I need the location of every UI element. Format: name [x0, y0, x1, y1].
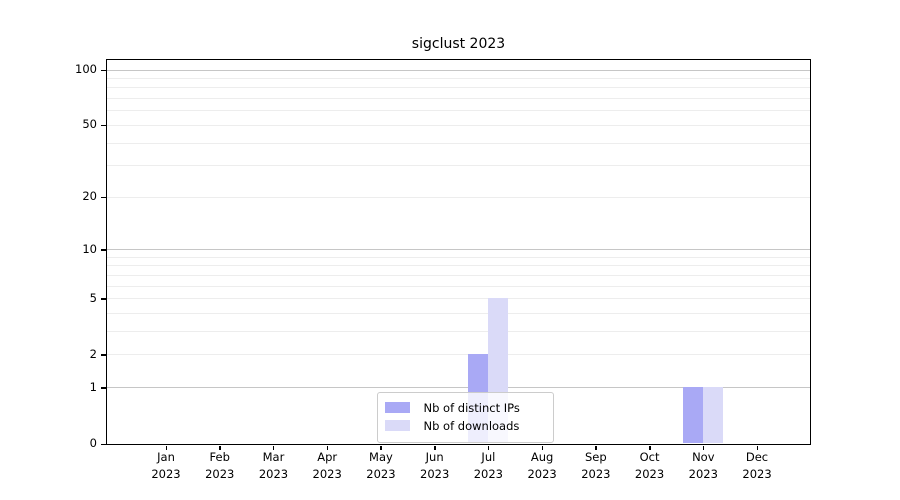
x-tick-label-month: Dec	[745, 450, 769, 464]
x-tick-label-month: Feb	[209, 450, 230, 464]
gridline-major	[106, 249, 810, 251]
gridlines-layer	[106, 60, 810, 444]
gridline-minor	[106, 142, 810, 144]
x-tick-label-dec: Dec 2023	[712, 449, 802, 482]
x-tick-label-apr: Apr 2023	[282, 449, 372, 482]
x-tick-label-nov: Nov 2023	[658, 449, 748, 482]
y-tick-mark	[101, 354, 106, 356]
x-tick-label-feb: Feb 2023	[175, 449, 265, 482]
gridline-minor	[106, 354, 810, 356]
gridline-minor	[106, 124, 810, 126]
chart-title: sigclust 2023	[411, 36, 506, 52]
x-tick-label-mar: Mar 2023	[228, 449, 318, 482]
gridline-minor	[106, 274, 810, 276]
y-tick-mark	[101, 298, 106, 300]
x-tick-mark	[272, 445, 275, 450]
legend-swatch-downloads	[384, 420, 410, 431]
x-tick-mark	[541, 445, 544, 450]
gridline-minor	[106, 313, 810, 315]
y-tick-label: 10	[82, 241, 97, 256]
x-tick-label-year: 2023	[258, 466, 289, 481]
y-tick-label: 50	[82, 117, 97, 132]
legend-swatch-distinct-ips	[384, 402, 410, 413]
x-tick-label-month: Jul	[481, 450, 496, 464]
x-tick-label-jul: Jul 2023	[443, 449, 533, 482]
gridline-major	[106, 387, 810, 389]
y-tick-mark	[101, 124, 106, 127]
x-tick-label-year: 2023	[205, 466, 235, 481]
x-tick-label-jun: Jun 2023	[390, 449, 480, 482]
x-tick-label-year: 2023	[312, 466, 342, 481]
bar-downloads-nov	[702, 387, 723, 444]
legend-label-distinct-ips: Nb of distinct IPs	[423, 400, 520, 415]
x-tick-label-oct: Oct 2023	[605, 449, 695, 482]
x-tick-label-sep: Sep 2023	[551, 449, 641, 482]
x-tick-mark	[434, 445, 436, 450]
y-tick-mark	[101, 69, 106, 72]
x-tick-label-year: 2023	[581, 466, 611, 481]
gridline-minor	[106, 98, 810, 100]
x-tick-label-year: 2023	[634, 466, 665, 481]
x-tick-label-month: Mar	[262, 450, 285, 464]
y-tick-mark	[101, 387, 106, 389]
x-tick-label-jan: Jan 2023	[121, 449, 211, 482]
gridline-minor	[106, 196, 810, 198]
x-tick-mark	[756, 445, 759, 450]
x-tick-mark	[165, 445, 167, 450]
gridline-major	[106, 69, 810, 71]
x-tick-label-month: Jan	[157, 450, 175, 464]
bar-distinct-ips-nov	[682, 387, 703, 444]
gridline-minor	[106, 265, 810, 267]
x-tick-label-year: 2023	[688, 466, 718, 481]
x-tick-mark	[219, 445, 221, 450]
x-tick-label-aug: Aug 2023	[497, 449, 587, 482]
x-tick-label-month: Jun	[425, 450, 444, 464]
x-tick-label-year: 2023	[527, 466, 557, 481]
y-tick-mark	[101, 196, 106, 199]
y-tick-mark	[101, 443, 106, 445]
y-tick-label: 2	[89, 346, 97, 361]
x-tick-mark	[487, 445, 490, 450]
y-tick-mark	[101, 249, 106, 251]
x-tick-label-year: 2023	[366, 466, 396, 481]
gridline-minor	[106, 298, 810, 300]
gridline-minor	[106, 331, 810, 333]
y-tick-label: 5	[89, 290, 97, 305]
x-tick-mark	[649, 445, 651, 450]
x-tick-label-year: 2023	[420, 466, 450, 481]
plot-area: Nb of distinct IPs Nb of downloads	[105, 58, 811, 445]
gridline-minor	[106, 77, 810, 79]
x-tick-label-month: May	[369, 450, 393, 464]
x-tick-label-month: Oct	[639, 450, 660, 464]
x-tick-label-month: Sep	[584, 450, 607, 464]
x-tick-label-year: 2023	[742, 466, 772, 481]
gridline-minor	[106, 110, 810, 112]
legend-item-distinct-ips: Nb of distinct IPs	[384, 400, 545, 416]
x-tick-label-month: Aug	[530, 450, 554, 464]
y-tick-label: 100	[75, 62, 97, 77]
y-tick-label: 0	[89, 436, 97, 450]
legend-item-downloads: Nb of downloads	[384, 418, 545, 434]
x-tick-mark	[326, 445, 329, 450]
gridline-minor	[106, 165, 810, 167]
x-tick-mark	[380, 445, 382, 450]
y-tick-label: 20	[82, 189, 97, 204]
gridline-minor	[106, 285, 810, 287]
x-tick-label-month: Apr	[317, 450, 338, 464]
legend: Nb of distinct IPs Nb of downloads	[376, 391, 554, 443]
x-tick-mark	[702, 445, 705, 450]
gridline-minor	[106, 87, 810, 89]
x-tick-label-may: May 2023	[336, 449, 426, 482]
x-tick-mark	[595, 445, 597, 450]
x-tick-label-month: Nov	[692, 450, 715, 464]
x-tick-label-year: 2023	[151, 466, 181, 481]
y-tick-label: 1	[89, 379, 97, 394]
bars-layer	[107, 60, 810, 444]
x-tick-label-year: 2023	[473, 466, 504, 481]
legend-label-downloads: Nb of downloads	[423, 418, 520, 433]
gridline-minor	[106, 256, 810, 258]
